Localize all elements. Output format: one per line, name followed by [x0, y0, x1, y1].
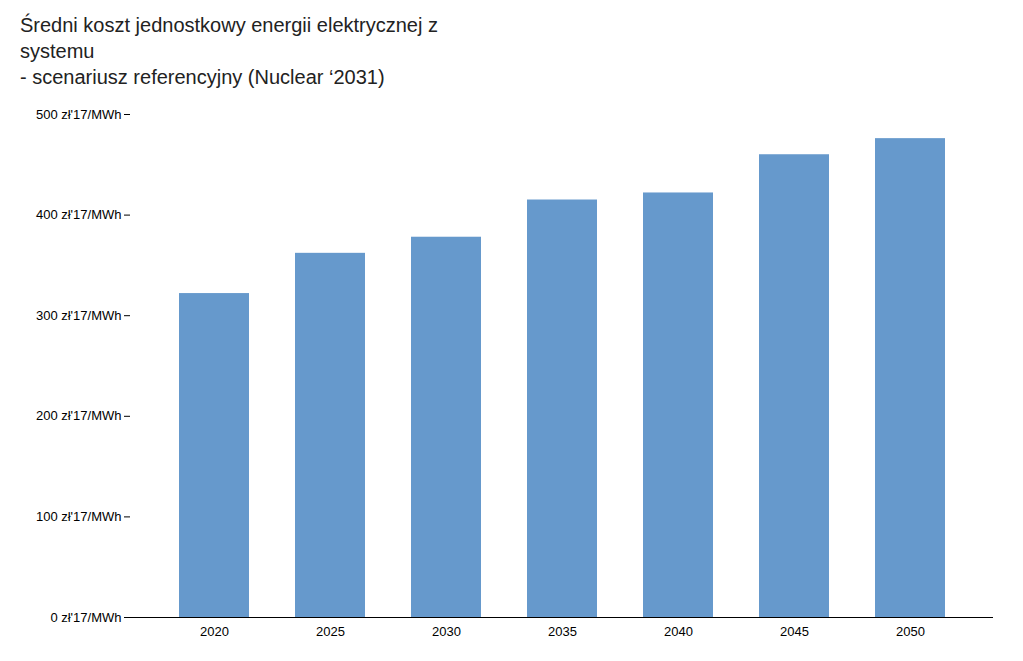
svg-text:2035: 2035 — [548, 624, 577, 639]
svg-text:2025: 2025 — [316, 624, 345, 639]
svg-text:400 zł'17/MWh: 400 zł'17/MWh — [36, 207, 122, 222]
svg-text:2030: 2030 — [432, 624, 461, 639]
svg-text:300 zł'17/MWh: 300 zł'17/MWh — [36, 308, 122, 323]
svg-text:2020: 2020 — [200, 624, 229, 639]
svg-text:0 zł'17/MWh: 0 zł'17/MWh — [50, 610, 121, 625]
svg-text:2045: 2045 — [780, 624, 809, 639]
svg-text:100 zł'17/MWh: 100 zł'17/MWh — [36, 509, 122, 524]
svg-text:2040: 2040 — [664, 624, 693, 639]
svg-text:2050: 2050 — [896, 624, 925, 639]
html-text:Średni koszt jednostkowy energ: Średni koszt jednostkowy energii elektry… — [20, 14, 438, 88]
svg-text:200 zł'17/MWh: 200 zł'17/MWh — [36, 408, 122, 423]
svg-text:500 zł'17/MWh: 500 zł'17/MWh — [36, 107, 122, 122]
